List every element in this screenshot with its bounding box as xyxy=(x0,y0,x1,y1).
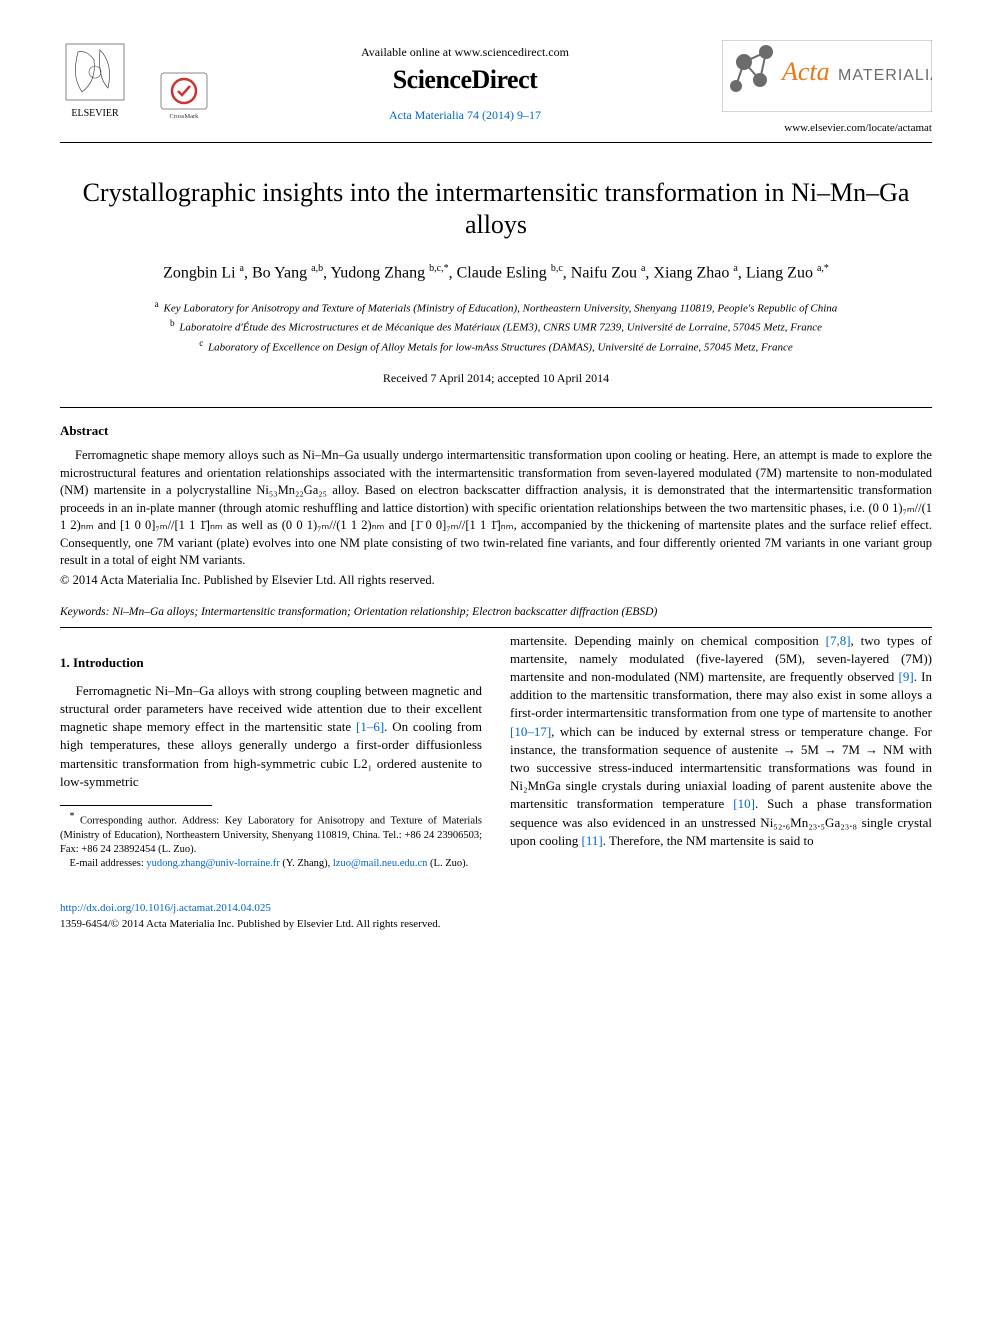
acta-materialia-logo: Acta MATERIALIA xyxy=(722,40,932,112)
svg-text:Acta: Acta xyxy=(780,57,830,86)
header-rule xyxy=(60,142,932,143)
intro-para-2: martensite. Depending mainly on chemical… xyxy=(510,632,932,850)
affiliations: a Key Laboratory for Anisotropy and Text… xyxy=(60,298,932,357)
intro-para-1: Ferromagnetic Ni–Mn–Ga alloys with stron… xyxy=(60,682,482,791)
cite-9[interactable]: [9] xyxy=(899,669,914,684)
cite-1-6[interactable]: [1–6] xyxy=(356,719,384,734)
sciencedirect-wordmark: ScienceDirect xyxy=(208,62,722,97)
doi-link[interactable]: http://dx.doi.org/10.1016/j.actamat.2014… xyxy=(60,902,271,914)
page-header: ELSEVIER CrossMark Available online at w… xyxy=(60,40,932,136)
email-link-zhang[interactable]: yudong.zhang@univ-lorraine.fr xyxy=(146,858,279,869)
corresponding-author-note: * Corresponding author. Address: Key Lab… xyxy=(60,810,482,857)
abstract-body: Ferromagnetic shape memory alloys such a… xyxy=(60,447,932,589)
available-online-text: Available online at www.sciencedirect.co… xyxy=(208,44,722,60)
left-logo-group: ELSEVIER CrossMark xyxy=(60,40,208,120)
abstract-text: Ferromagnetic shape memory alloys such a… xyxy=(60,447,932,570)
paper-title: Crystallographic insights into the inter… xyxy=(60,177,932,242)
email-link-zuo[interactable]: lzuo@mail.neu.edu.cn xyxy=(333,858,428,869)
journal-reference[interactable]: Acta Materialia 74 (2014) 9–17 xyxy=(208,107,722,123)
locate-url[interactable]: www.elsevier.com/locate/actamat xyxy=(722,121,932,136)
email-name-zuo: (L. Zuo). xyxy=(430,858,468,869)
elsevier-text: ELSEVIER xyxy=(71,108,119,119)
email-label: E-mail addresses: xyxy=(69,858,143,869)
abstract-heading: Abstract xyxy=(60,422,932,440)
abstract-bottom-rule xyxy=(60,627,932,628)
abstract-copyright: © 2014 Acta Materialia Inc. Published by… xyxy=(60,572,932,590)
journal-logo-block: Acta MATERIALIA www.elsevier.com/locate/… xyxy=(722,40,932,136)
affiliation-a: a Key Laboratory for Anisotropy and Text… xyxy=(60,298,932,318)
body-columns: 1. Introduction Ferromagnetic Ni–Mn–Ga a… xyxy=(60,632,932,872)
header-center: Available online at www.sciencedirect.co… xyxy=(208,40,722,123)
cite-10-17[interactable]: [10–17] xyxy=(510,724,551,739)
cite-7-8[interactable]: [7,8] xyxy=(826,633,851,648)
svg-text:MATERIALIA: MATERIALIA xyxy=(838,67,932,84)
footnote-rule xyxy=(60,805,212,806)
crossmark-icon[interactable]: CrossMark xyxy=(160,72,208,120)
abstract-top-rule xyxy=(60,407,932,408)
keywords-text: Ni–Mn–Ga alloys; Intermartensitic transf… xyxy=(112,606,657,618)
email-addresses: E-mail addresses: yudong.zhang@univ-lorr… xyxy=(60,857,482,871)
keywords-label: Keywords: xyxy=(60,606,109,618)
affiliation-b: b Laboratoire d'Étude des Microstructure… xyxy=(60,317,932,337)
email-name-zhang: (Y. Zhang), xyxy=(282,858,330,869)
author-list: Zongbin Li a, Bo Yang a,b, Yudong Zhang … xyxy=(60,262,932,284)
cite-11[interactable]: [11] xyxy=(582,833,603,848)
crossmark-text: CrossMark xyxy=(170,113,200,120)
footer-copyright: 1359-6454/© 2014 Acta Materialia Inc. Pu… xyxy=(60,917,932,932)
section-1-heading: 1. Introduction xyxy=(60,654,482,672)
page-footer: http://dx.doi.org/10.1016/j.actamat.2014… xyxy=(60,901,932,932)
keywords-line: Keywords: Ni–Mn–Ga alloys; Intermartensi… xyxy=(60,605,932,621)
affiliation-c: c Laboratory of Excellence on Design of … xyxy=(60,337,932,357)
elsevier-logo: ELSEVIER xyxy=(60,40,130,120)
cite-10[interactable]: [10] xyxy=(733,796,755,811)
footnotes-block: * Corresponding author. Address: Key Lab… xyxy=(60,810,482,871)
article-dates: Received 7 April 2014; accepted 10 April… xyxy=(60,370,932,386)
